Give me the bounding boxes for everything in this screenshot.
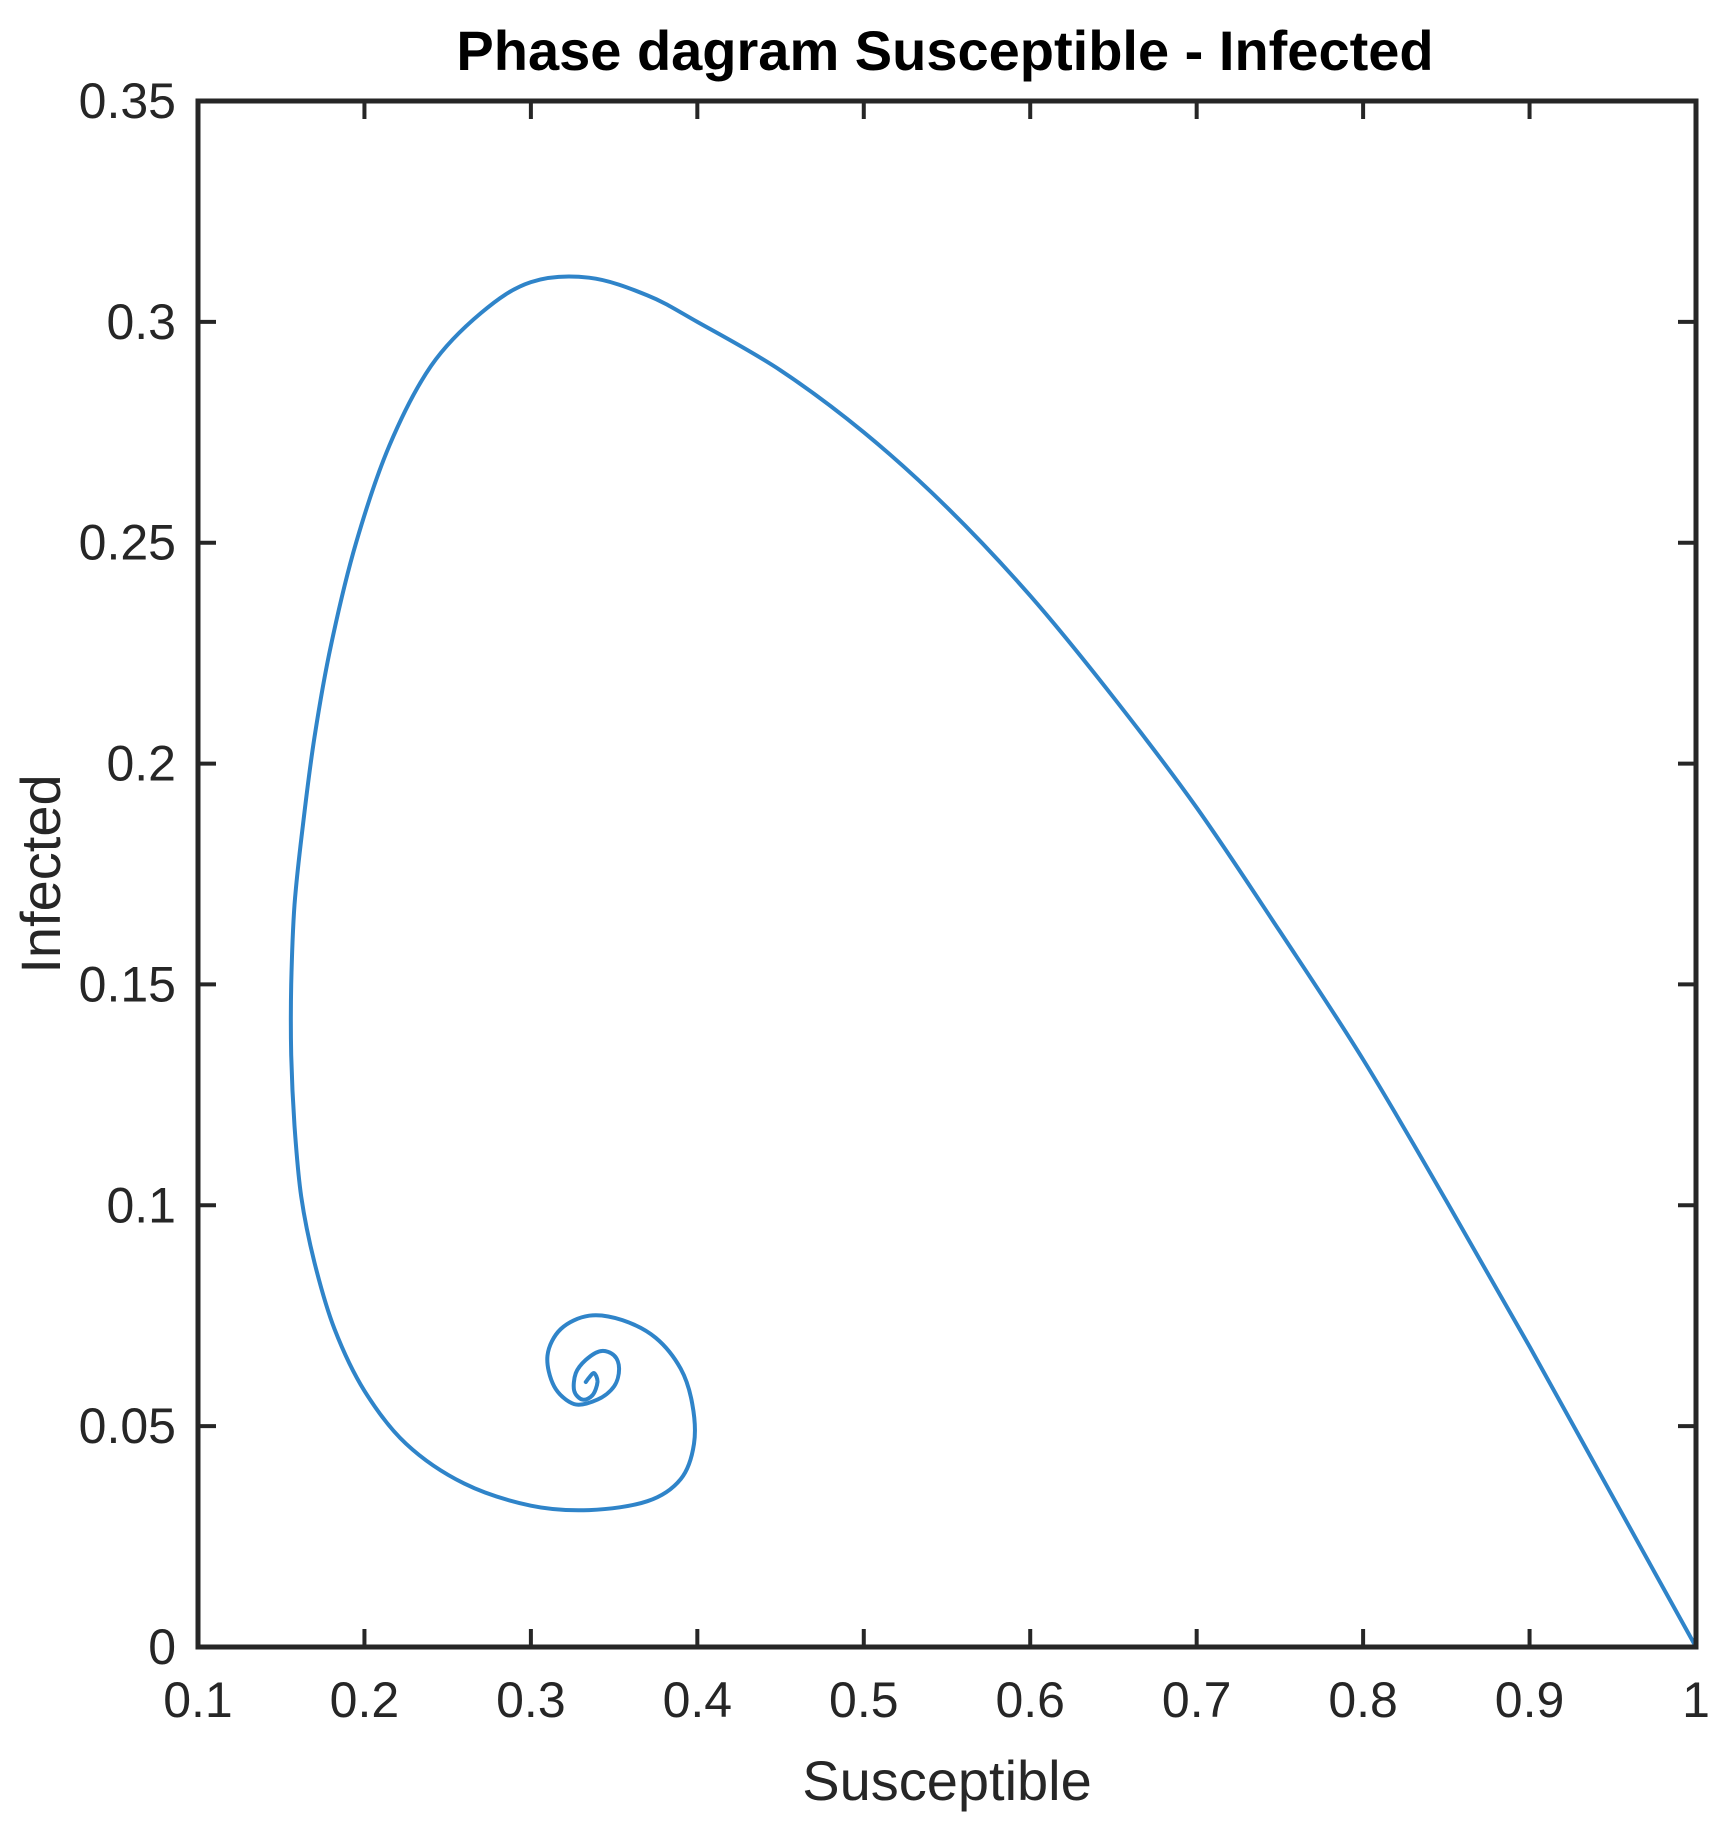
x-tick-label: 0.7 (1162, 1672, 1232, 1728)
y-tick-label: 0.05 (79, 1398, 176, 1454)
y-tick-label: 0.3 (106, 294, 176, 350)
y-tick-label: 0.15 (79, 956, 176, 1012)
chart-title: Phase dagram Susceptible - Infected (456, 19, 1433, 82)
y-tick-label: 0.2 (106, 736, 176, 792)
x-tick-label: 0.3 (496, 1672, 566, 1728)
x-tick-label: 0.6 (995, 1672, 1065, 1728)
x-tick-label: 0.8 (1328, 1672, 1398, 1728)
x-tick-label: 0.1 (163, 1672, 233, 1728)
y-axis-label: Infected (9, 774, 72, 973)
y-tick-label: 0.1 (106, 1177, 176, 1233)
x-tick-label: 0.2 (330, 1672, 400, 1728)
y-tick-label: 0.25 (79, 515, 176, 571)
data-series-layer (288, 274, 1698, 1649)
axes-box (195, 98, 1699, 1650)
phase-trajectory-line (288, 274, 1698, 1649)
x-tick-label: 0.5 (829, 1672, 899, 1728)
x-tick-label: 1 (1682, 1672, 1710, 1728)
y-tick-label: 0 (148, 1619, 176, 1675)
x-tick-label: 0.4 (663, 1672, 733, 1728)
plot-area (198, 101, 1696, 1647)
x-axis-label: Susceptible (802, 1749, 1092, 1812)
tick-labels: 0.1 0.2 0.3 0.4 0.5 0.6 0.7 0.8 0.9 1 0 0.05 0.1 0.15… (79, 73, 1710, 1728)
y-tick-label: 0.35 (79, 73, 176, 129)
x-tick-label: 0.9 (1495, 1672, 1565, 1728)
